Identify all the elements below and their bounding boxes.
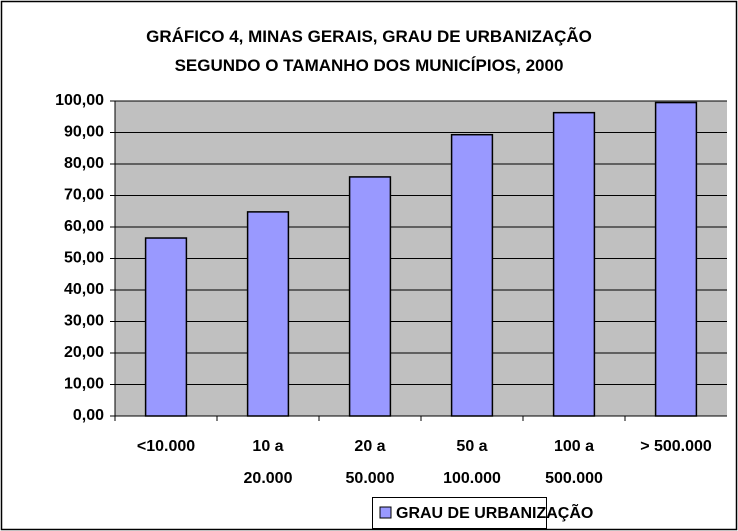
bar	[654, 101, 698, 417]
chart-title: GRÁFICO 4, MINAS GERAIS, GRAU DE URBANIZ…	[146, 27, 592, 75]
legend-label: GRAU DE URBANIZAÇÃO	[396, 502, 593, 522]
bar	[246, 211, 290, 417]
y-tick-label: 60,00	[64, 218, 104, 235]
x-tick-label: > 500.000	[640, 438, 712, 455]
bar	[552, 111, 596, 417]
y-tick-label: 70,00	[64, 187, 104, 204]
x-tick-label: 10 a 20.000	[243, 438, 293, 487]
y-tick-label: 40,00	[64, 281, 104, 298]
legend-swatch	[379, 506, 392, 519]
x-tick-label: 50 a 100.000	[443, 438, 501, 487]
bar	[144, 237, 188, 417]
x-tick-label: <10.000	[136, 438, 196, 455]
bar	[348, 176, 392, 417]
y-tick-label: 30,00	[64, 313, 104, 330]
y-tick-label: 0,00	[73, 407, 104, 424]
y-tick-label: 10,00	[64, 376, 104, 393]
y-tick-label: 90,00	[64, 124, 104, 141]
y-tick-label: 20,00	[64, 344, 104, 361]
x-tick-label: 100 a 500.000	[545, 438, 603, 487]
legend-box	[372, 497, 547, 529]
y-tick-label: 100,00	[55, 92, 104, 109]
y-tick-label: 50,00	[64, 250, 104, 267]
bar	[450, 133, 494, 417]
y-tick-label: 80,00	[64, 155, 104, 172]
x-tick-label: 20 a 50.000	[345, 438, 395, 487]
